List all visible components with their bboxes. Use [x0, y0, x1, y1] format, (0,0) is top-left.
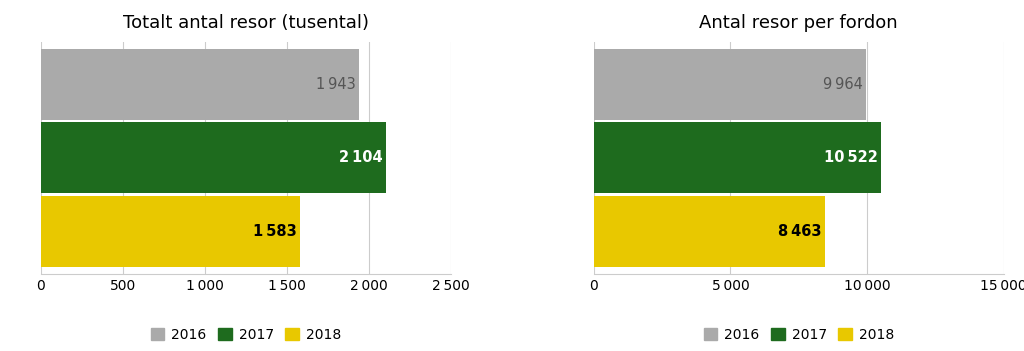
Text: 9 964: 9 964 [823, 77, 863, 92]
Text: 2 104: 2 104 [339, 151, 382, 165]
Text: 1 943: 1 943 [316, 77, 356, 92]
Bar [41, 196, 300, 267]
Text: 10 522: 10 522 [824, 151, 878, 165]
Title: Antal resor per fordon: Antal resor per fordon [699, 14, 898, 32]
Legend: 2016, 2017, 2018: 2016, 2017, 2018 [145, 323, 346, 347]
Text: 1 583: 1 583 [253, 224, 297, 239]
Title: Totalt antal resor (tusental): Totalt antal resor (tusental) [123, 14, 369, 32]
Bar [41, 49, 359, 120]
Bar [594, 196, 825, 267]
Bar [41, 122, 386, 193]
Legend: 2016, 2017, 2018: 2016, 2017, 2018 [698, 323, 899, 347]
Bar [594, 49, 866, 120]
Text: 8 463: 8 463 [778, 224, 821, 239]
Bar [594, 122, 882, 193]
